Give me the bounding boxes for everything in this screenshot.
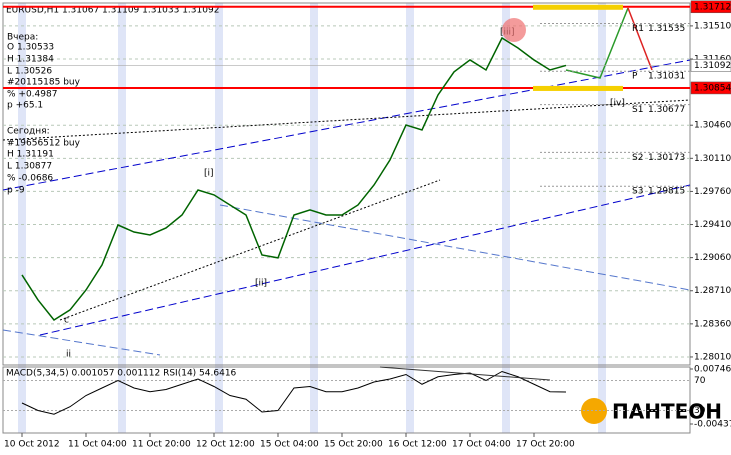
pivot-value: 1.30677 xyxy=(648,105,685,115)
wave-label: ii xyxy=(66,350,71,360)
trend-line xyxy=(2,99,691,141)
pivot-value: 1.30173 xyxy=(648,153,685,163)
brand-logo: ПАНТЕОН xyxy=(612,400,722,424)
session-bands xyxy=(18,3,606,433)
highlight-circle xyxy=(502,18,526,42)
wave-label: [ii] xyxy=(255,279,267,289)
x-tick-label: 11 Oct 20:00 xyxy=(132,440,191,450)
forecast-path xyxy=(627,7,653,71)
price-marker-box xyxy=(690,59,731,72)
y-tick-label: 1.29060 xyxy=(694,253,731,263)
pivot-value: 1.31031 xyxy=(648,72,685,82)
trend-line xyxy=(39,184,691,336)
pivot-value: 1.29815 xyxy=(648,187,685,197)
y-tick-label: 1.28360 xyxy=(694,319,731,329)
info-text: % +0.4987 xyxy=(7,90,57,100)
price-marker-label: 1.30854 xyxy=(694,83,731,93)
info-text: L 1.30877 xyxy=(7,162,52,172)
session-band xyxy=(18,3,26,433)
info-text: Вчера: xyxy=(7,33,38,43)
price-line xyxy=(21,36,567,321)
pivot-name: S3 xyxy=(632,187,643,197)
target-zone xyxy=(533,4,623,10)
indicator-tick-label: 30 xyxy=(694,406,706,416)
session-band xyxy=(118,3,126,433)
indicator-panel xyxy=(2,366,691,434)
indicator-title: MACD(5,34,5) 0.001057 0.001112 RSI(14) 5… xyxy=(6,369,237,379)
x-tick-label: 11 Oct 04:00 xyxy=(68,440,127,450)
pivot-value: 1.31535 xyxy=(648,24,685,34)
x-tick-label: 17 Oct 20:00 xyxy=(516,440,575,450)
info-text: H 1.31384 xyxy=(7,55,54,65)
y-tick-label: 1.31510 xyxy=(694,21,731,31)
info-text: #20115185 buy xyxy=(7,78,81,88)
info-text: #19656512 buy xyxy=(7,139,81,149)
info-text: p +65.1 xyxy=(7,101,43,111)
pivot-name: R1 xyxy=(632,24,644,34)
indicator-tick-label: 70 xyxy=(694,376,706,386)
indicator-y2-label: -0.00437 xyxy=(694,420,731,430)
pivot-name: S2 xyxy=(632,153,643,163)
price-marker-box xyxy=(690,81,731,95)
y-tick-label: 1.30110 xyxy=(694,154,731,164)
info-text: % -0.0686 xyxy=(7,174,53,184)
y-tick-label: 1.28710 xyxy=(694,286,731,296)
session-band xyxy=(310,3,318,433)
info-text: L 1.30526 xyxy=(7,67,52,77)
wave-label: c xyxy=(64,316,69,326)
x-tick-label: 15 Oct 04:00 xyxy=(260,440,319,450)
forecast-path xyxy=(565,7,629,79)
y-tick-label: 1.29760 xyxy=(694,187,731,197)
y-tick-label: 1.30460 xyxy=(694,121,731,131)
logo-icon xyxy=(581,398,607,424)
session-band xyxy=(215,3,223,433)
x-tick-label: 10 Oct 2012 xyxy=(4,440,60,450)
target-zone xyxy=(533,85,623,91)
x-tick-label: 15 Oct 20:00 xyxy=(324,440,383,450)
wave-label: [i] xyxy=(204,169,214,179)
price-marker-label: 1.31092 xyxy=(694,61,731,71)
x-tick-label: 17 Oct 04:00 xyxy=(452,440,511,450)
trend-line xyxy=(59,179,441,321)
trend-line xyxy=(2,329,161,356)
session-band xyxy=(502,3,510,433)
info-text: H 1.31191 xyxy=(7,150,54,160)
trend-line xyxy=(2,59,691,191)
y-tick-label: 1.29410 xyxy=(694,220,731,230)
pivot-name: S1 xyxy=(632,105,643,115)
y-tick-label: 1.28010 xyxy=(694,352,731,362)
wave-label: [iv] xyxy=(610,99,625,109)
price-marker-label: 1.31712 xyxy=(694,2,731,12)
session-band xyxy=(406,3,414,433)
indicator-y2-label: 0.007463 xyxy=(694,364,731,374)
info-text: O 1.30533 xyxy=(7,43,54,53)
price-marker-box xyxy=(690,0,731,14)
divergence-line xyxy=(379,366,551,381)
main-panel xyxy=(2,2,691,366)
pivot-name: P xyxy=(632,72,638,82)
info-text: p -9 xyxy=(7,186,25,196)
info-text: Сегодня: xyxy=(7,127,50,137)
trend-line xyxy=(219,204,691,291)
rsi-line xyxy=(21,370,567,415)
x-tick-label: 12 Oct 12:00 xyxy=(196,440,255,450)
chart-title: EURUSD,H1 1.31067 1.31109 1.31033 1.3109… xyxy=(6,6,219,16)
x-tick-label: 16 Oct 12:00 xyxy=(388,440,447,450)
session-band xyxy=(598,3,606,433)
